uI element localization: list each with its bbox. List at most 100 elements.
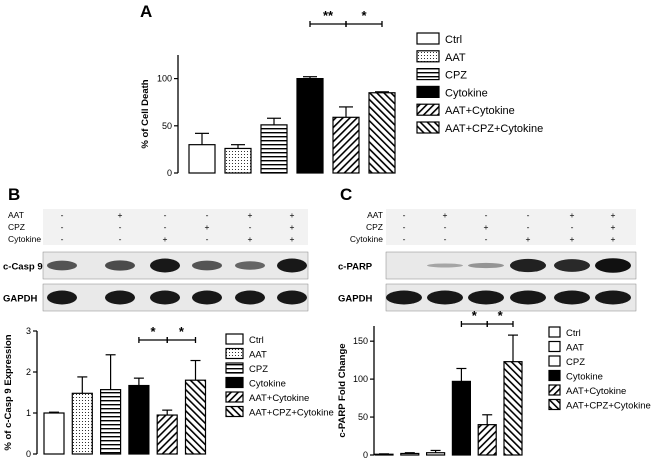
treatment-cell: +: [118, 210, 123, 220]
blot-band: [235, 290, 265, 305]
bar: [260, 124, 288, 174]
treatment-cell: +: [611, 234, 616, 244]
treatment-cell: +: [163, 234, 168, 244]
legend-swatch: [225, 333, 244, 345]
legend-label: AAT: [445, 52, 466, 64]
blot-band: [427, 263, 463, 268]
legend-label: AAT+Cytokine: [249, 393, 309, 404]
chart-c: 0 50 100 150 c-PARP Fold Change * *: [337, 308, 523, 460]
blot-band: [554, 259, 590, 272]
y-axis-label: % of c-Casp 9 Expression: [3, 334, 14, 450]
legend-label: CPZ: [566, 357, 585, 368]
bar: [426, 452, 446, 456]
legend-label: AAT: [566, 343, 584, 354]
treatment-cell: +: [443, 210, 448, 220]
bar: [374, 453, 394, 456]
legend-label: AAT+Cytokine: [566, 386, 626, 397]
treatment-cell: -: [206, 234, 209, 244]
blot-label: GAPDH: [338, 294, 372, 305]
blot-band: [235, 261, 265, 270]
treatment-cell: -: [571, 222, 574, 232]
legend-label: Ctrl: [445, 34, 462, 46]
legend-swatch: [225, 405, 244, 418]
treatment-cell: -: [61, 222, 64, 232]
legend-swatch: [416, 121, 440, 134]
blot-band: [105, 260, 135, 271]
treatment-cell: +: [570, 234, 575, 244]
legend-label: AAT+CPZ+Cytokine: [445, 123, 543, 135]
legend-c: Ctrl AAT CPZ Cytokine AAT+Cytokine AAT+CPZ+Cy…: [548, 326, 651, 412]
y-tick-label: 50: [358, 412, 368, 422]
bar: [184, 379, 207, 455]
significance-label: *: [472, 308, 478, 323]
y-tick-label: 0: [363, 450, 368, 460]
blot-band: [192, 290, 222, 305]
treatment-table-c: AAT - + - - + + CPZ - - + - - + Cytokine - - - + + +: [350, 209, 636, 245]
treatment-cell: -: [485, 234, 488, 244]
y-axis-label: % of Cell Death: [140, 79, 151, 148]
legend-swatch: [225, 391, 244, 403]
treatment-cell: +: [570, 210, 575, 220]
blot-band: [510, 258, 546, 273]
legend-swatch: [548, 326, 561, 338]
legend-swatch: [416, 50, 440, 63]
treatment-cell: -: [164, 210, 167, 220]
treatment-cell: +: [611, 222, 616, 232]
bar: [400, 452, 420, 456]
panel-c-letter: C: [340, 185, 352, 204]
legend-swatch: [416, 32, 440, 45]
treatment-row-label: AAT: [8, 210, 24, 220]
legend-a: Ctrl AAT CPZ Cytokine AAT+Cytokine AAT+CPZ+Cy…: [416, 32, 543, 135]
legend-swatch: [416, 85, 440, 99]
bar: [71, 392, 93, 455]
treatment-cell: -: [206, 210, 209, 220]
bar: [128, 384, 150, 455]
legend-label: AAT+CPZ+Cytokine: [249, 408, 334, 419]
treatment-cell: -: [403, 222, 406, 232]
y-tick-label: 0: [167, 168, 172, 178]
legend-swatch: [416, 67, 440, 81]
blot-band: [150, 290, 180, 305]
y-axis-label: c-PARP Fold Change: [337, 343, 348, 437]
blot-band: [192, 260, 222, 271]
blot-band: [150, 258, 180, 273]
legend-b: Ctrl AAT CPZ Cytokine AAT+Cytokine AAT+CPZ+Cy…: [225, 333, 334, 419]
treatment-cell: -: [61, 210, 64, 220]
y-tick-label: 100: [353, 374, 368, 384]
treatment-cell: +: [290, 210, 295, 220]
bar: [296, 77, 324, 174]
treatment-cell: +: [290, 222, 295, 232]
western-blot-c: c-PARP GAPDH: [338, 251, 637, 312]
bar: [188, 144, 216, 174]
treatment-cell: +: [248, 210, 253, 220]
bar: [156, 414, 178, 455]
significance-label: *: [361, 8, 367, 23]
bar: [368, 92, 396, 174]
treatment-cell: -: [444, 234, 447, 244]
treatment-cell: -: [527, 222, 530, 232]
treatment-cell: +: [526, 234, 531, 244]
treatment-row-label: CPZ: [8, 222, 25, 232]
legend-swatch: [225, 376, 244, 389]
legend-label: Cytokine: [445, 87, 488, 99]
bar: [99, 389, 122, 455]
blot-band: [510, 290, 546, 305]
y-tick-label: 0: [26, 449, 31, 459]
treatment-table-bg: [43, 209, 308, 245]
blot-band: [105, 290, 135, 305]
legend-swatch: [548, 340, 561, 353]
blot-band: [427, 290, 463, 305]
treatment-cell: -: [485, 210, 488, 220]
treatment-cell: +: [290, 234, 295, 244]
significance-label: **: [323, 8, 334, 23]
chart-b: 0 1 2 3 % of c-Casp 9 Expression * *: [3, 324, 207, 459]
treatment-row-label: Cytokine: [8, 234, 41, 244]
treatment-cell: -: [119, 234, 122, 244]
bar: [43, 412, 65, 455]
treatment-cell: +: [611, 210, 616, 220]
blot-band: [47, 260, 77, 271]
blot-band: [595, 258, 631, 273]
blot-label: c-PARP: [338, 262, 373, 273]
